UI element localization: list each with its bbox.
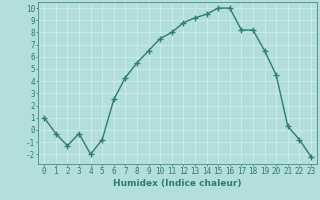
X-axis label: Humidex (Indice chaleur): Humidex (Indice chaleur) <box>113 179 242 188</box>
